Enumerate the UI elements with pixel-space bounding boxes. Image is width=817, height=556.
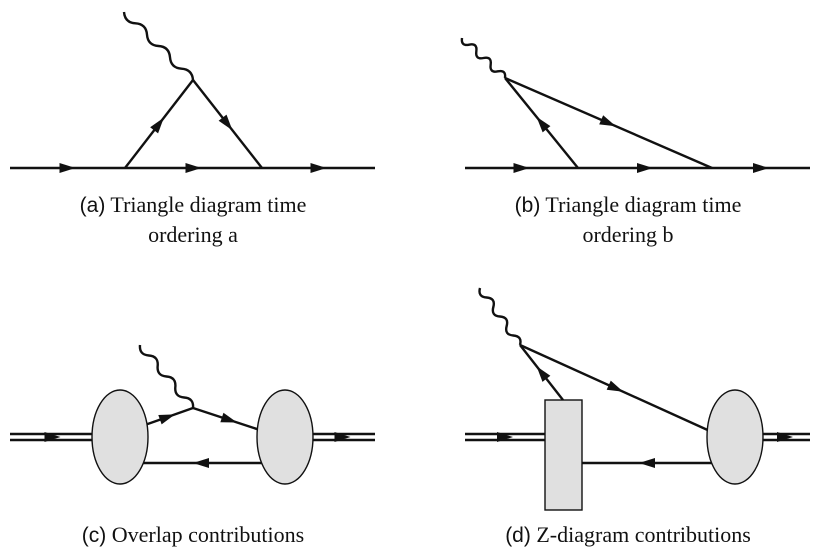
arrow-head (193, 458, 209, 468)
arrow-head (599, 115, 616, 127)
blob (706, 389, 764, 485)
arrow-head (536, 116, 551, 133)
arrow-head (637, 163, 653, 173)
arrow-head (513, 163, 530, 173)
panel-label: (b) (515, 194, 541, 217)
arrow-head (334, 432, 351, 442)
arrow-head (310, 163, 327, 173)
arrow-head (639, 458, 655, 468)
photon (138, 344, 195, 409)
arrow-head (606, 380, 624, 392)
photon (460, 37, 507, 79)
caption-text: ordering a (148, 222, 238, 247)
caption: (a) Triangle diagram time (80, 192, 307, 217)
caption: (d) Z-diagram contributions (505, 522, 751, 547)
arrow-head (497, 432, 513, 442)
caption-text: Overlap contributions (112, 522, 304, 547)
caption: ordering a (148, 222, 238, 247)
panel-label: (c) (82, 524, 107, 547)
arrow-head (777, 432, 793, 442)
caption: (c) Overlap contributions (82, 522, 304, 547)
caption: ordering b (582, 222, 673, 247)
arrow-head (218, 114, 233, 131)
arrow-head (44, 432, 61, 442)
caption-text: ordering b (582, 222, 673, 247)
blob (91, 389, 149, 485)
arrow-head (185, 163, 202, 173)
z-box (544, 399, 583, 511)
arrow-head (158, 414, 176, 425)
arrow-head (536, 366, 551, 382)
panel-label: (a) (80, 194, 106, 217)
photon (122, 11, 195, 81)
arrow-head (59, 163, 76, 173)
caption-text: Triangle diagram time (545, 192, 741, 217)
arrow-head (753, 163, 769, 173)
blob (256, 389, 314, 485)
caption-text: Z-diagram contributions (536, 522, 750, 547)
photon (478, 287, 522, 346)
arrow-head (220, 412, 238, 423)
caption: (b) Triangle diagram time (515, 192, 742, 217)
arrow-head (150, 117, 164, 134)
panel-label: (d) (505, 524, 531, 547)
caption-text: Triangle diagram time (110, 192, 306, 217)
